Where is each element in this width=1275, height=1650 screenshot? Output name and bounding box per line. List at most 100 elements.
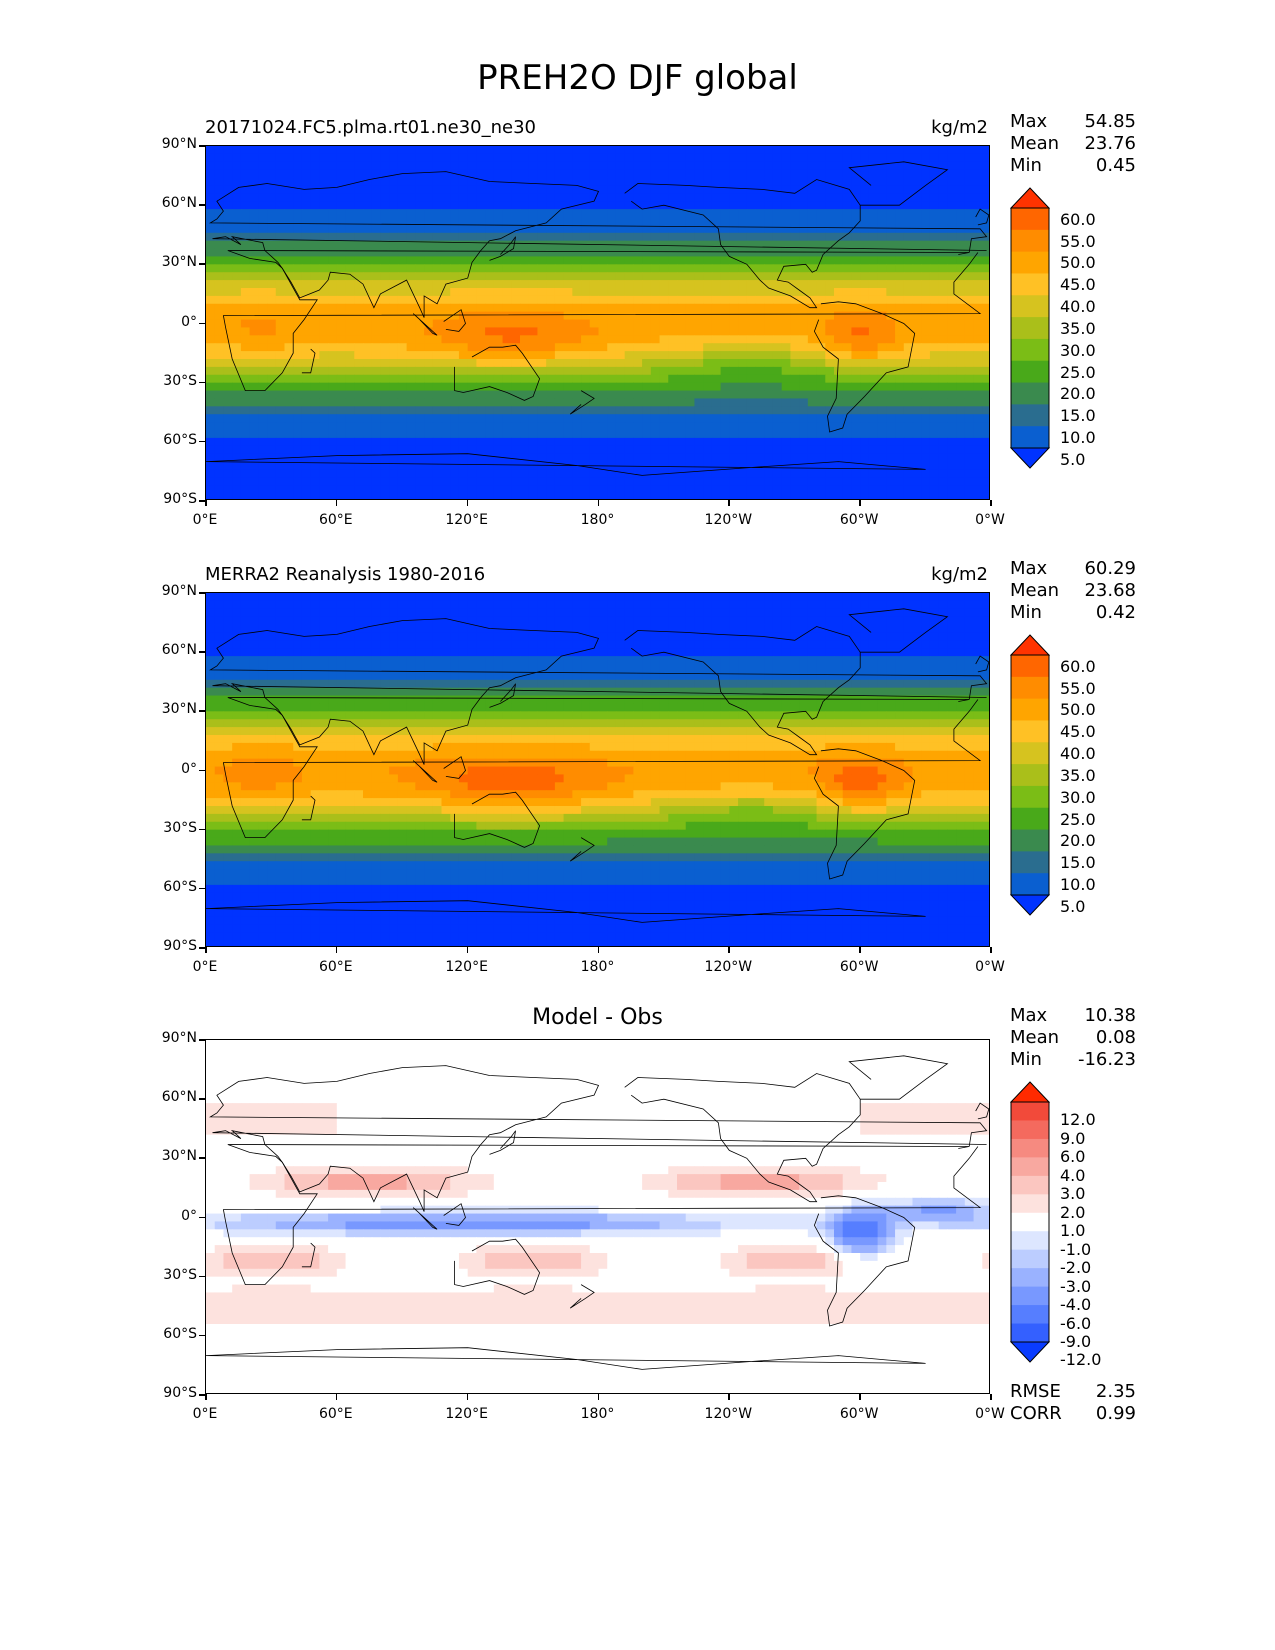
- field-cell: [537, 295, 547, 305]
- field-cell: [441, 608, 451, 618]
- field-cell: [772, 224, 783, 234]
- field-cell: [554, 414, 565, 423]
- field-cell: [711, 280, 722, 289]
- field-cell: [799, 146, 809, 155]
- field-cell: [642, 656, 652, 665]
- field-cell: [685, 169, 696, 179]
- field-cell: [424, 445, 434, 455]
- field-cell: [485, 600, 495, 610]
- field-cell: [345, 193, 355, 202]
- field-cell: [581, 624, 591, 634]
- field-cell: [406, 327, 416, 336]
- field-cell: [563, 217, 573, 226]
- field-cell: [642, 303, 652, 313]
- field-cell: [615, 600, 626, 610]
- field-cell: [886, 422, 896, 431]
- field-cell: [895, 648, 905, 657]
- field-cell: [781, 288, 791, 297]
- field-cell: [214, 177, 225, 187]
- field-layer: [206, 146, 989, 499]
- field-cell: [476, 632, 486, 641]
- field-cell: [380, 600, 390, 610]
- field-cell: [807, 430, 818, 439]
- field-cell: [929, 343, 940, 352]
- field-cell: [554, 146, 565, 155]
- field-cell: [581, 288, 591, 297]
- field-cell: [345, 280, 355, 289]
- field-cell: [772, 248, 783, 258]
- field-cell: [912, 593, 922, 602]
- field-cell: [520, 406, 530, 415]
- field-cell: [877, 414, 887, 423]
- field-cell: [860, 224, 870, 234]
- field-cell: [834, 406, 844, 415]
- field-cell: [371, 153, 382, 163]
- field-cell: [520, 600, 530, 610]
- field-cell: [546, 398, 556, 407]
- field-cell: [467, 248, 477, 258]
- field-cell: [764, 624, 774, 634]
- field-cell: [781, 445, 791, 455]
- field-cell: [842, 185, 853, 194]
- field-cell: [598, 351, 608, 360]
- field-cell: [415, 351, 425, 360]
- field-cell: [424, 232, 434, 242]
- field-cell: [223, 437, 233, 447]
- field-cell: [895, 209, 905, 218]
- field-cell: [860, 382, 870, 392]
- field-cell: [572, 343, 582, 352]
- field-cell: [424, 616, 434, 626]
- field-cell: [223, 616, 233, 626]
- field-cell: [842, 264, 853, 273]
- field-cell: [642, 437, 652, 447]
- field-cell: [964, 477, 975, 486]
- field-cell: [354, 256, 364, 265]
- field-cell: [406, 422, 416, 431]
- field-cell: [860, 193, 870, 202]
- field-cell: [738, 272, 748, 281]
- field-cell: [363, 311, 373, 321]
- field-cell: [921, 153, 931, 163]
- field-cell: [938, 240, 948, 250]
- field-cell: [607, 359, 617, 368]
- field-cell: [886, 477, 896, 486]
- field-cell: [755, 161, 765, 171]
- field-cell: [450, 493, 460, 499]
- field-cell: [860, 185, 870, 194]
- field-cell: [799, 398, 809, 407]
- field-cell: [694, 153, 704, 163]
- field-cell: [354, 335, 364, 344]
- field-cell: [232, 374, 242, 384]
- field-cell: [546, 390, 556, 400]
- field-cell: [799, 477, 809, 486]
- field-cell: [868, 248, 879, 258]
- field-cell: [301, 640, 312, 649]
- field-cell: [310, 477, 320, 486]
- field-cell: [424, 248, 434, 258]
- field-cell: [589, 248, 600, 258]
- field-cell: [650, 256, 661, 265]
- field-cell: [903, 600, 914, 610]
- field-cell: [921, 256, 931, 265]
- field-cell: [397, 648, 408, 657]
- field-cell: [528, 414, 539, 423]
- field-cell: [755, 327, 765, 336]
- field-cell: [868, 624, 879, 634]
- field-cell: [458, 288, 469, 297]
- field-cell: [336, 319, 347, 329]
- field-cell: [781, 264, 791, 273]
- field-cell: [397, 295, 408, 305]
- field-cell: [790, 374, 800, 384]
- field-cell: [764, 461, 774, 471]
- field-cell: [772, 390, 783, 400]
- field-cell: [711, 469, 722, 478]
- field-cell: [485, 303, 495, 313]
- field-cell: [938, 632, 948, 641]
- field-cell: [982, 608, 989, 618]
- field-cell: [755, 193, 765, 202]
- field-cell: [572, 445, 582, 455]
- field-cell: [424, 351, 434, 360]
- field-cell: [677, 461, 687, 471]
- field-cell: [650, 240, 661, 250]
- field-cell: [310, 327, 320, 336]
